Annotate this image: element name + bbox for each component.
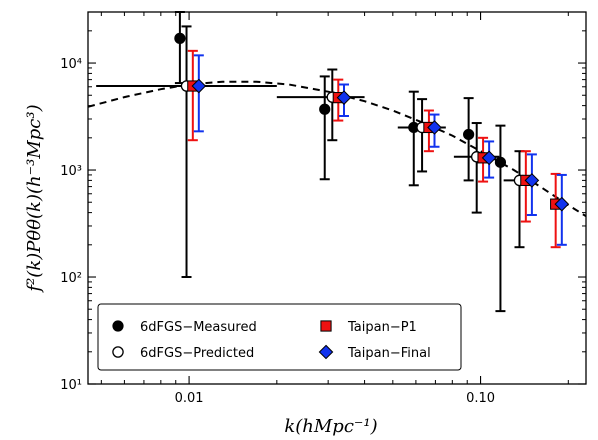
legend-marker: [112, 346, 124, 358]
data-point: [554, 196, 570, 212]
legend-label: 6dFGS−Measured: [140, 320, 257, 335]
data-points-layer: [96, 11, 570, 313]
data-point: [463, 128, 475, 141]
series-6dfgs-predicted: [96, 25, 537, 279]
legend-frame: [97, 303, 462, 371]
y-tick-label: 10²: [60, 271, 82, 286]
series-6dfgs-measured: [174, 11, 507, 313]
series-taipan-p1: [187, 49, 562, 249]
legend-label: 6dFGS−Predicted: [140, 346, 254, 361]
data-point: [174, 32, 186, 44]
y-tick-label: 10⁴: [60, 57, 82, 72]
legend-marker: [320, 320, 332, 332]
plot-frame: [87, 11, 587, 385]
series-taipan-final: [191, 54, 570, 246]
axis-ticks-layer: 0.01 0.10 10¹ 10² 10³ 10⁴: [60, 11, 586, 406]
x-tick-label: 0.01: [175, 391, 204, 406]
y-axis-title: f²(k)Pθθ(k)(h⁻³Mpc³): [24, 104, 45, 293]
data-point: [319, 103, 331, 115]
legend-marker: [318, 344, 334, 360]
x-tick-label: 0.10: [466, 391, 495, 406]
data-point: [524, 173, 540, 188]
data-point: [427, 120, 442, 135]
y-tick-label: 10³: [60, 164, 82, 179]
legend-label: Taipan−P1: [347, 320, 417, 335]
legend: 6dFGS−Measured 6dFGS−Predicted Taipan−P1 Ta…: [97, 303, 462, 371]
data-point: [191, 78, 207, 94]
legend-label: Taipan−Final: [347, 346, 431, 361]
data-point: [494, 156, 507, 168]
x-axis-title: k(hMpc⁻¹): [284, 416, 377, 437]
data-point: [481, 150, 497, 166]
data-point: [336, 90, 352, 105]
legend-marker: [112, 320, 124, 332]
y-tick-label: 10¹: [60, 378, 82, 393]
